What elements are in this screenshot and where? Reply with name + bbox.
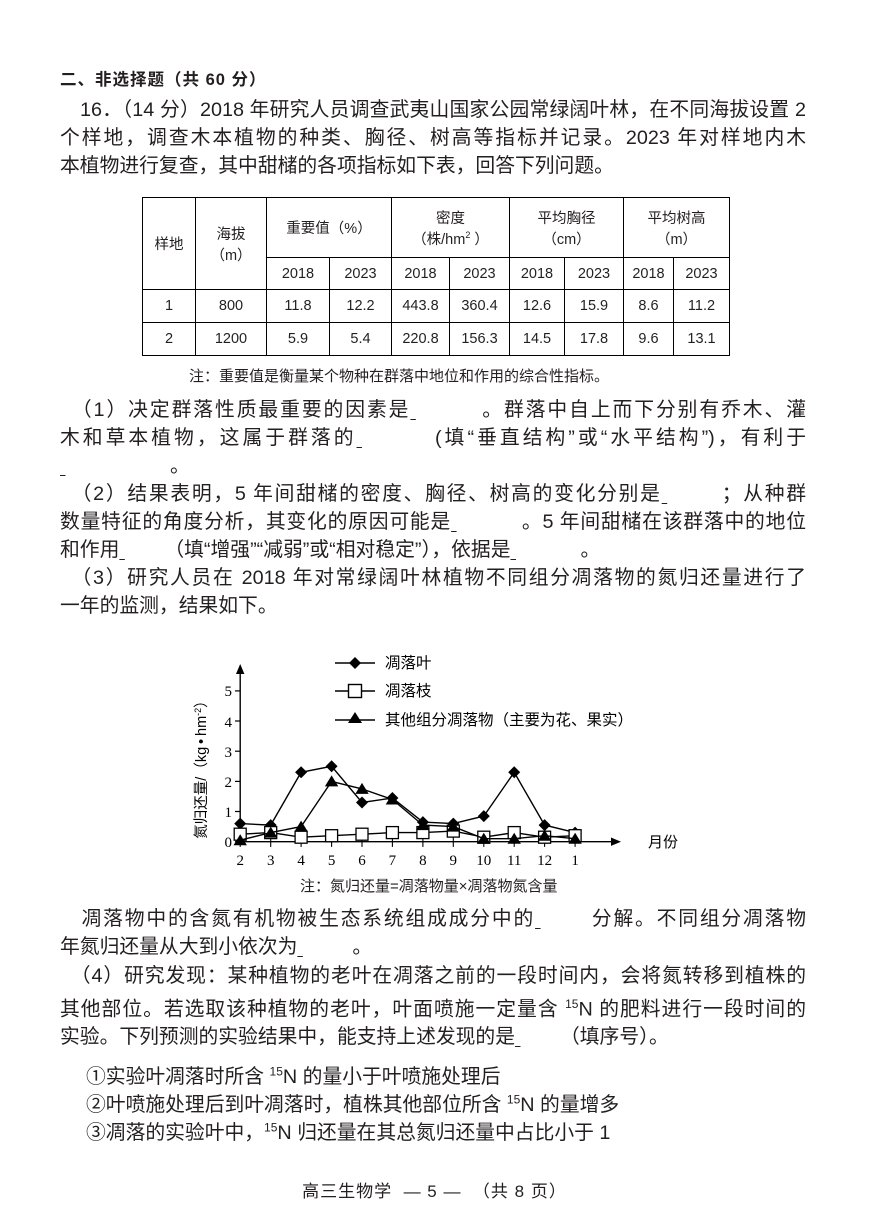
svg-text:6: 6 <box>358 853 366 869</box>
svg-text:1: 1 <box>225 805 233 821</box>
svg-text:5: 5 <box>328 853 336 869</box>
svg-text:2: 2 <box>236 853 244 869</box>
svg-text:氮归还量/（kg • hm-2）: 氮归还量/（kg • hm-2） <box>193 693 210 838</box>
svg-text:凋落枝: 凋落枝 <box>385 682 432 700</box>
svg-text:12: 12 <box>537 853 552 869</box>
svg-text:7: 7 <box>389 853 397 869</box>
svg-text:3: 3 <box>267 853 275 869</box>
svg-text:3: 3 <box>225 745 233 761</box>
svg-text:4: 4 <box>297 853 305 869</box>
svg-text:1: 1 <box>571 853 579 869</box>
svg-text:4: 4 <box>225 715 233 731</box>
svg-text:凋落叶: 凋落叶 <box>385 654 432 672</box>
svg-text:2: 2 <box>225 775 233 791</box>
svg-text:月份: 月份 <box>648 834 678 851</box>
svg-text:10: 10 <box>476 853 491 869</box>
svg-text:其他组分凋落物（主要为花、果实）: 其他组分凋落物（主要为花、果实） <box>385 711 633 729</box>
svg-text:9: 9 <box>450 853 458 869</box>
svg-text:5: 5 <box>225 684 233 700</box>
svg-text:0: 0 <box>225 835 233 851</box>
svg-text:8: 8 <box>419 853 427 869</box>
svg-text:11: 11 <box>507 853 521 869</box>
